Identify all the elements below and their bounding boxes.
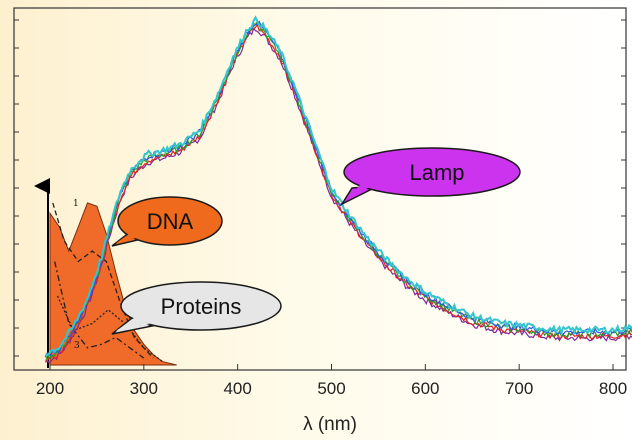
x-tick-label-400: 400 <box>223 379 251 398</box>
x-tick-label-500: 500 <box>317 379 345 398</box>
lamp-spectrum-line-5 <box>44 15 632 357</box>
x-tick-label-600: 600 <box>411 379 439 398</box>
callout-proteins-text: Proteins <box>161 294 242 319</box>
plot-frame <box>13 7 627 371</box>
x-tick-label-700: 700 <box>505 379 533 398</box>
dna-reference-curves <box>52 202 163 363</box>
y-axis-ticks <box>14 19 626 357</box>
x-tick-label-800: 800 <box>599 379 627 398</box>
x-axis-title: λ (nm) <box>303 414 357 435</box>
callout-dna: DNA <box>111 196 223 247</box>
lamp-spectrum-line-2 <box>44 23 632 362</box>
callout-proteins: Proteins <box>111 281 282 335</box>
callout-lamp-text: Lamp <box>409 160 464 185</box>
x-axis-ticks: 200 300 400 500 600 700 800 <box>36 364 627 398</box>
dna-reference-curve-2 <box>54 261 145 359</box>
x-tick-label-200: 200 <box>36 379 64 398</box>
lamp-spectrum-series <box>44 15 632 364</box>
dna-reference-curve-1 <box>52 202 154 359</box>
callout-lamp: Lamp <box>339 147 521 206</box>
x-tick-label-300: 300 <box>130 379 158 398</box>
curve-label-3: 3 <box>74 341 80 351</box>
curve-label-1: 1 <box>73 199 79 209</box>
callout-dna-text: DNA <box>147 209 194 234</box>
